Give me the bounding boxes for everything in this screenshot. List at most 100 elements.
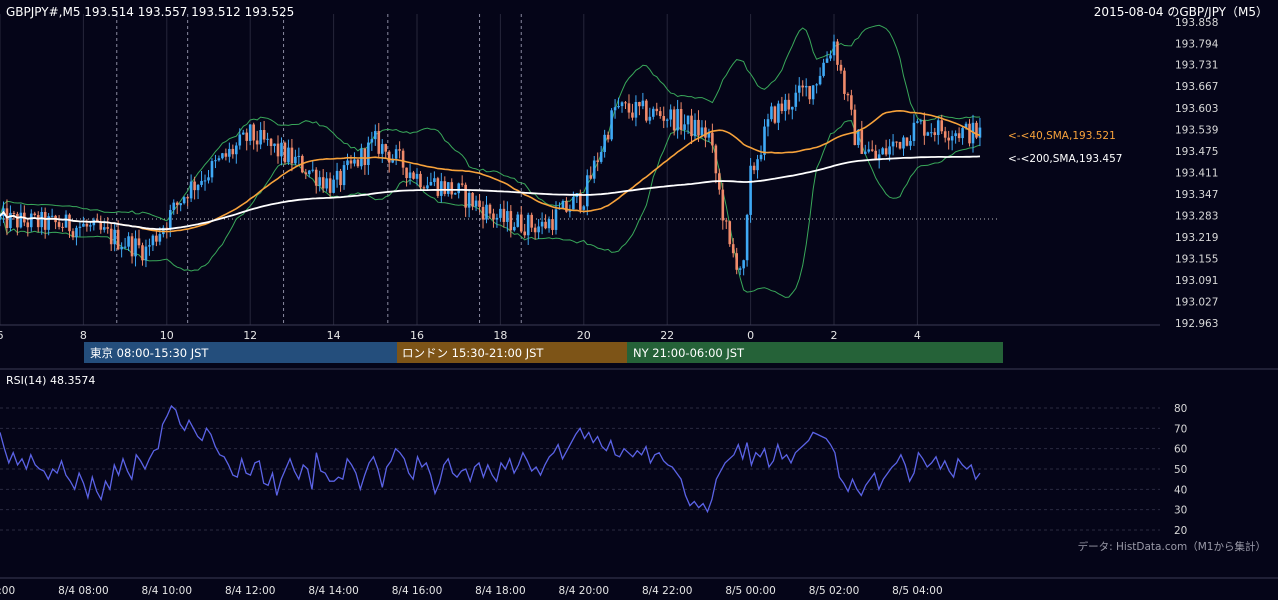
rsi-axis: 80 70 60 50 40 30 20: [1174, 403, 1187, 537]
candle-body: [374, 131, 377, 140]
candlestick: [75, 225, 78, 246]
candlestick: [551, 209, 554, 236]
rsi-series: [0, 404, 981, 514]
candle-body: [669, 109, 672, 120]
candlestick: [328, 172, 332, 199]
candle-body: [57, 222, 61, 227]
candle-body: [742, 260, 745, 269]
candle-body: [134, 238, 137, 257]
candlestick: [662, 106, 666, 129]
candle-body: [801, 85, 805, 88]
candlestick: [836, 38, 839, 71]
candlestick: [137, 229, 141, 249]
candle-body: [335, 170, 339, 180]
candlestick: [547, 216, 551, 233]
candlestick: [843, 67, 846, 100]
candlestick: [707, 128, 711, 142]
candle-body: [832, 41, 836, 56]
candlestick: [891, 134, 895, 156]
candle-body: [499, 208, 502, 218]
candle-body: [690, 115, 693, 137]
candlestick: [158, 227, 162, 246]
candle-body: [471, 192, 474, 207]
candle-body: [415, 173, 419, 179]
candle-body: [467, 192, 471, 208]
candle-body: [200, 180, 203, 185]
candle-body: [102, 227, 106, 230]
candle-body: [346, 160, 349, 166]
candle-body: [165, 227, 169, 229]
bottom-time-tick-label: 8/4 12:00: [225, 585, 276, 597]
candle-body: [707, 132, 711, 138]
candlestick: [370, 131, 374, 151]
candlestick: [822, 58, 825, 78]
candle-body: [554, 209, 558, 230]
candlestick: [214, 154, 217, 169]
candle-body: [440, 181, 443, 196]
candle-body: [784, 99, 787, 112]
candle-body: [634, 101, 638, 118]
candle-body: [516, 214, 520, 227]
price-tick-label: 192.963: [1175, 318, 1218, 330]
candlestick: [377, 123, 381, 158]
candle-body: [387, 151, 391, 163]
candle-body: [891, 141, 895, 147]
candlestick: [738, 266, 742, 276]
candle-body: [186, 197, 189, 199]
candle-body: [620, 102, 624, 107]
candlestick: [784, 93, 787, 121]
candlestick: [645, 99, 648, 123]
candle-body: [398, 149, 401, 151]
candlestick: [304, 168, 308, 180]
candle-body: [943, 131, 947, 138]
candlestick: [221, 152, 224, 160]
candle-body: [9, 212, 12, 229]
bottom-time-tick-label: 8/4 14:00: [308, 585, 359, 597]
candlestick: [693, 113, 697, 140]
candlestick: [50, 208, 54, 218]
candlestick: [714, 143, 718, 184]
candle-body: [12, 212, 16, 214]
candlestick: [0, 213, 2, 227]
candle-body: [78, 226, 82, 228]
candle-body: [759, 154, 763, 160]
candle-body: [665, 119, 669, 121]
candle-body: [683, 124, 686, 130]
price-tick-label: 193.603: [1175, 103, 1218, 115]
candle-body: [836, 41, 839, 65]
candlestick: [870, 140, 874, 152]
session-london-label: ロンドン 15:30-21:00 JST: [402, 346, 544, 360]
candlestick: [478, 194, 481, 213]
candle-body: [794, 92, 798, 107]
candle-body: [85, 223, 89, 227]
candlestick: [770, 102, 773, 122]
candle-body: [474, 200, 478, 207]
candle-body: [617, 106, 620, 108]
candlestick: [269, 137, 273, 156]
candlestick: [526, 212, 530, 245]
candle-body: [811, 85, 815, 100]
candlestick: [777, 100, 780, 131]
candlestick: [881, 146, 884, 155]
candle-body: [652, 108, 655, 117]
candlestick: [933, 127, 937, 142]
candlestick: [867, 141, 871, 154]
candle-body: [763, 126, 766, 155]
candle-body: [367, 142, 370, 165]
candle-body: [964, 123, 968, 129]
candle-body: [158, 234, 162, 242]
candlestick: [367, 136, 370, 175]
candle-body: [207, 177, 210, 181]
candle-body: [377, 131, 381, 154]
candlestick: [554, 201, 558, 235]
candlestick: [530, 212, 533, 232]
candle-body: [283, 142, 287, 163]
candle-body: [29, 213, 33, 228]
candle-body: [863, 151, 867, 154]
candlestick: [217, 155, 221, 162]
price-tick-label: 193.539: [1175, 124, 1218, 136]
main-grid: [0, 14, 918, 325]
candle-body: [773, 106, 777, 123]
candlestick: [742, 259, 745, 276]
candlestick: [923, 112, 926, 145]
